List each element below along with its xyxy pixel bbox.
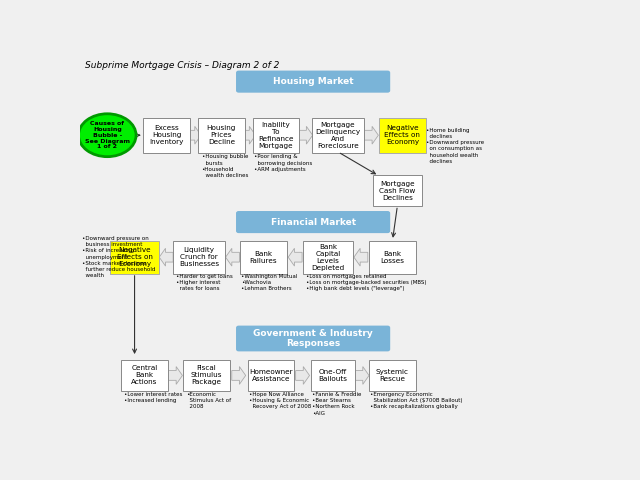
FancyBboxPatch shape <box>379 118 426 153</box>
FancyBboxPatch shape <box>237 71 390 92</box>
Text: Negative
Effects on
Economy: Negative Effects on Economy <box>385 125 420 145</box>
FancyBboxPatch shape <box>110 241 159 274</box>
FancyBboxPatch shape <box>183 360 230 391</box>
Polygon shape <box>288 248 302 266</box>
FancyBboxPatch shape <box>198 118 244 153</box>
FancyBboxPatch shape <box>303 241 353 274</box>
FancyBboxPatch shape <box>237 212 390 232</box>
Text: Subprime Mortgage Crisis – Diagram 2 of 2: Subprime Mortgage Crisis – Diagram 2 of … <box>85 61 279 70</box>
Text: Government & Industry
Responses: Government & Industry Responses <box>253 329 373 348</box>
Text: Housing Market: Housing Market <box>273 77 353 86</box>
Text: Systemic
Rescue: Systemic Rescue <box>376 369 409 382</box>
Text: Central
Bank
Actions: Central Bank Actions <box>131 365 157 385</box>
Text: •Poor lending &
  borrowing decisions
•ARM adjustments: •Poor lending & borrowing decisions •ARM… <box>253 155 312 172</box>
Polygon shape <box>187 126 201 144</box>
Text: One-Off
Bailouts: One-Off Bailouts <box>319 369 348 382</box>
Text: Inability
To
Refinance
Mortgage: Inability To Refinance Mortgage <box>258 122 294 149</box>
Text: Housing
Prices
Decline: Housing Prices Decline <box>207 125 236 145</box>
Text: Liquidity
Crunch for
Businesses: Liquidity Crunch for Businesses <box>179 247 219 267</box>
FancyBboxPatch shape <box>240 241 287 274</box>
FancyBboxPatch shape <box>248 360 294 391</box>
FancyBboxPatch shape <box>312 118 364 153</box>
Polygon shape <box>355 367 369 384</box>
Text: Mortgage
Delinquency
And
Foreclosure: Mortgage Delinquency And Foreclosure <box>316 122 360 149</box>
FancyBboxPatch shape <box>369 360 416 391</box>
FancyBboxPatch shape <box>143 118 190 153</box>
Text: •Home building
  declines
•Downward pressure
  on consumption as
  household wea: •Home building declines •Downward pressu… <box>426 128 484 164</box>
Polygon shape <box>168 367 182 384</box>
Text: •Downward pressure on
  business investment
•Risk of increasing
  unemployment
•: •Downward pressure on business investmen… <box>83 236 156 278</box>
Polygon shape <box>296 367 310 384</box>
Text: Excess
Housing
Inventory: Excess Housing Inventory <box>150 125 184 145</box>
FancyBboxPatch shape <box>173 241 225 274</box>
Polygon shape <box>232 367 246 384</box>
Text: Financial Market: Financial Market <box>271 217 356 227</box>
Text: •Fannie & Freddie
•Bear Stearns
•Northern Rock
•AIG: •Fannie & Freddie •Bear Stearns •Norther… <box>312 392 362 416</box>
Text: •Washington Mutual
•Wachovia
•Lehman Brothers: •Washington Mutual •Wachovia •Lehman Bro… <box>241 274 298 291</box>
Text: Mortgage
Cash Flow
Declines: Mortgage Cash Flow Declines <box>380 180 415 201</box>
Text: Fiscal
Stimulus
Package: Fiscal Stimulus Package <box>191 365 222 385</box>
Text: Negative
Effects on
Economy: Negative Effects on Economy <box>116 247 152 267</box>
Polygon shape <box>354 248 368 266</box>
Text: Bank
Losses: Bank Losses <box>380 251 404 264</box>
Polygon shape <box>242 126 255 144</box>
Text: Bank
Failures: Bank Failures <box>250 251 277 264</box>
FancyBboxPatch shape <box>369 241 416 274</box>
Polygon shape <box>159 248 173 266</box>
FancyBboxPatch shape <box>373 175 422 206</box>
FancyBboxPatch shape <box>253 118 300 153</box>
Circle shape <box>79 114 136 156</box>
Polygon shape <box>225 248 239 266</box>
Text: •Harder to get loans
•Higher interest
  rates for loans: •Harder to get loans •Higher interest ra… <box>176 274 232 291</box>
Text: Bank
Capital
Levels
Depleted: Bank Capital Levels Depleted <box>312 244 344 271</box>
FancyBboxPatch shape <box>121 360 168 391</box>
Text: •Hope Now Alliance
•Housing & Economic
  Recovery Act of 2008: •Hope Now Alliance •Housing & Economic R… <box>249 392 311 409</box>
Text: •Economic
  Stimulus Act of
  2008: •Economic Stimulus Act of 2008 <box>186 392 231 409</box>
Text: Causes of
Housing
Bubble -
See Diagram
1 of 2: Causes of Housing Bubble - See Diagram 1… <box>84 121 130 149</box>
Text: •Loss on mortgages retained
•Loss on mortgage-backed securities (MBS)
•High bank: •Loss on mortgages retained •Loss on mor… <box>306 274 426 291</box>
Text: Homeowner
Assistance: Homeowner Assistance <box>249 369 292 382</box>
FancyBboxPatch shape <box>237 326 390 351</box>
Text: •Housing bubble
  bursts
•Household
  wealth declines: •Housing bubble bursts •Household wealth… <box>202 155 248 178</box>
FancyBboxPatch shape <box>311 360 355 391</box>
Polygon shape <box>299 126 312 144</box>
Polygon shape <box>364 126 378 144</box>
Text: •Lower interest rates
•Increased lending: •Lower interest rates •Increased lending <box>124 392 182 403</box>
Text: •Emergency Economic
  Stabilization Act ($700B Bailout)
•Bank recapitalizations : •Emergency Economic Stabilization Act ($… <box>370 392 463 409</box>
